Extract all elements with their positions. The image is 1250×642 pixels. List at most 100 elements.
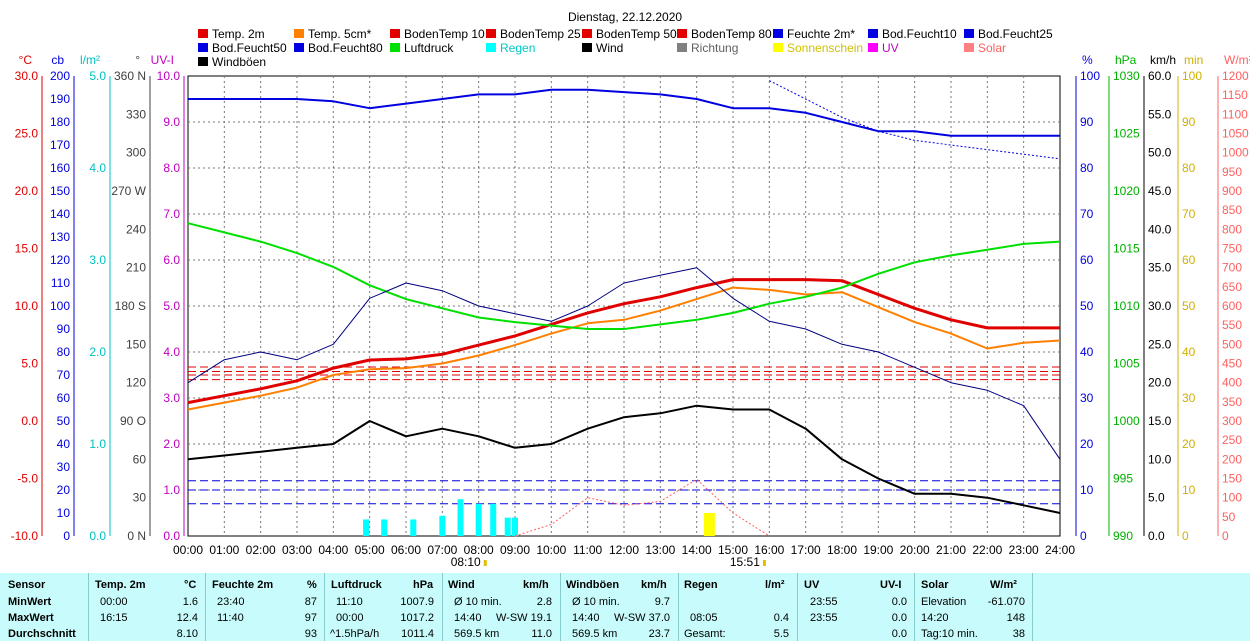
axis-tick-label: 100 xyxy=(50,299,70,313)
x-marker-label: 15:51 xyxy=(730,555,760,569)
series-line-luftdruck xyxy=(187,222,1061,330)
axis-tick-label: 900 xyxy=(1222,184,1242,198)
axis-tick-label: 4.0 xyxy=(163,345,180,359)
x-tick-label: 03:00 xyxy=(282,543,312,557)
legend-label: BodenTemp 50 xyxy=(596,27,677,41)
axis-tick-label: 990 xyxy=(1113,529,1133,543)
legend-label: BodenTemp 25 xyxy=(500,27,581,41)
stats-cell: 16:15 xyxy=(100,612,128,624)
x-tick-label: 00:00 xyxy=(173,543,203,557)
axis-tick-label: 10 xyxy=(57,506,71,520)
axis-tick-label: 10.0 xyxy=(157,69,181,83)
series-line-feuchte-2m- xyxy=(188,88,1060,137)
axis-tick-label: 20.0 xyxy=(15,184,39,198)
axis-tick-label: 30 xyxy=(133,491,147,505)
axis-tick-label: 90 O xyxy=(120,414,146,428)
axis-tick-label: 2.0 xyxy=(89,345,106,359)
axis-tick-label: 80 xyxy=(1182,161,1196,175)
axis-tick-label: 110 xyxy=(51,276,70,290)
axis-title: l/m² xyxy=(80,53,100,67)
axis-tick-label: 8.0 xyxy=(163,161,180,175)
axis-title: W/m² xyxy=(1224,53,1250,67)
stats-cell: W-SW xyxy=(614,612,646,624)
axis-tick-label: 10 xyxy=(1182,483,1196,497)
axis-title: cb xyxy=(51,53,64,67)
stats-cell: 11.0 xyxy=(531,628,552,640)
stats-table: Sensor Temp. 2m °C Feuchte 2m % Luftdruc… xyxy=(0,573,1250,641)
stats-cell: 569.5 km xyxy=(454,628,500,640)
axis-tick-label: 350 xyxy=(1222,395,1242,409)
x-tick-label: 10:00 xyxy=(536,543,566,557)
x-tick-label: 02:00 xyxy=(246,543,276,557)
stats-cell: 14:20 xyxy=(921,612,949,624)
axis-tick-label: 0.0 xyxy=(89,529,106,543)
stats-cell: 2.8 xyxy=(536,596,552,608)
x-tick-label: 21:00 xyxy=(936,543,966,557)
axis-tick-label: 10 xyxy=(1080,483,1094,497)
axis-title: km/h xyxy=(1150,53,1176,67)
axis-tick-label: 0 xyxy=(1080,529,1087,543)
legend-swatch xyxy=(294,43,304,52)
sunshine-bar xyxy=(703,513,715,536)
series-line-temp-5cm- xyxy=(187,286,1061,411)
stats-cell: 0.0 xyxy=(891,612,907,624)
axis-tick-label: 170 xyxy=(50,138,70,152)
axis-tick-label: 1150 xyxy=(1222,88,1248,102)
x-tick-label: 15:00 xyxy=(718,543,748,557)
legend-label: Wind xyxy=(596,41,623,55)
legend-swatch xyxy=(868,43,878,52)
axis-tick-label: 120 xyxy=(126,376,146,390)
stats-cell: 11:10 xyxy=(336,596,363,608)
axis-tick-label: 0 xyxy=(63,529,70,543)
axis-tick-label: 30.0 xyxy=(15,69,39,83)
stats-header-gust: Windböen xyxy=(566,579,620,591)
legend-swatch xyxy=(964,43,974,52)
axis-tick-label: 40 xyxy=(57,437,71,451)
series-line-bod-feucht10 xyxy=(769,80,1061,160)
stats-header-uv-unit: UV-I xyxy=(880,579,902,591)
axis-tick-label: 20 xyxy=(57,483,71,497)
axis-tick-label: 30 xyxy=(1182,391,1196,405)
axis-tick-label: 130 xyxy=(50,230,70,244)
legend-label: Bod.Feucht50 xyxy=(212,41,287,55)
axis-tick-label: 0.0 xyxy=(163,529,180,543)
x-tick-label: 13:00 xyxy=(645,543,675,557)
x-tick-label: 14:00 xyxy=(682,543,712,557)
axis-tick-label: 650 xyxy=(1222,280,1242,294)
rain-bar xyxy=(512,517,518,536)
x-marker-tick xyxy=(762,560,766,566)
rain-bar xyxy=(410,519,417,536)
x-tick-label: 22:00 xyxy=(972,543,1002,557)
axis-tick-label: 600 xyxy=(1222,299,1242,313)
axis-tick-label: 400 xyxy=(1222,376,1242,390)
x-tick-label: 12:00 xyxy=(609,543,639,557)
axis-tick-label: -10.0 xyxy=(11,529,39,543)
series-line-solar xyxy=(514,478,770,537)
axis-tick-label: 1030 xyxy=(1113,69,1140,83)
axis-title: hPa xyxy=(1115,53,1137,67)
axis-tick-label: 1015 xyxy=(1113,242,1140,256)
axis-title: % xyxy=(1082,53,1093,67)
axis-tick-label: 995 xyxy=(1113,472,1133,486)
stats-cell: Gesamt: xyxy=(684,628,726,640)
stats-cell: Tag:10 min. xyxy=(921,628,978,640)
axis-tick-label: 7.0 xyxy=(163,207,180,221)
axis-tick-label: 1025 xyxy=(1113,127,1140,141)
axis-tick-label: 20 xyxy=(1080,437,1094,451)
legend-label: Bod.Feucht80 xyxy=(308,41,383,55)
stats-cell: 5.5 xyxy=(773,628,789,640)
axis-tick-label: 1.0 xyxy=(163,483,180,497)
axis-tick-label: 150 xyxy=(1222,472,1242,486)
legend-label: BodenTemp 80 xyxy=(691,27,772,41)
axis-tick-label: 450 xyxy=(1222,357,1242,371)
axis-tick-label: 60 xyxy=(57,391,71,405)
axis-tick-label: 0 xyxy=(1182,529,1189,543)
axis-tick-label: 1020 xyxy=(1113,184,1140,198)
axis-tick-label: 35.0 xyxy=(1148,261,1172,275)
stats-cell: 14:40 xyxy=(454,612,482,624)
stats-row-label: MaxWert xyxy=(8,612,54,624)
stats-cell: Ø 10 min. xyxy=(454,596,502,608)
axis-tick-label: 40 xyxy=(1080,345,1094,359)
axis-tick-label: 25.0 xyxy=(1148,337,1172,351)
stats-cell: 97 xyxy=(304,612,317,624)
